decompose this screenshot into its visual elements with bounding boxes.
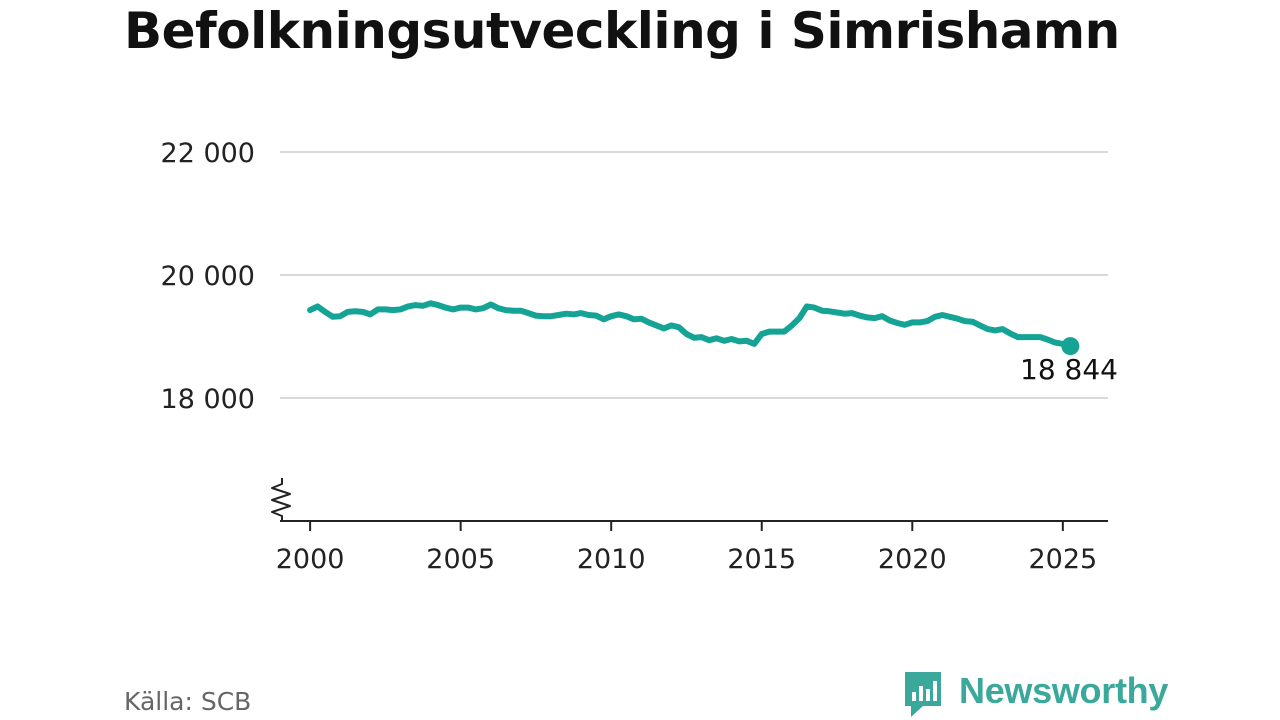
y-tick-label: 20 000 xyxy=(161,261,255,292)
source-note: Källa: SCB xyxy=(124,687,252,716)
brand-logo: Newsworthy xyxy=(903,670,1169,718)
y-tick-label: 22 000 xyxy=(161,138,255,169)
axis-break-zigzag xyxy=(271,478,291,521)
x-tick-label: 2025 xyxy=(1028,544,1097,575)
last-value-label: 18 844 xyxy=(1020,353,1118,386)
x-tick-label: 2000 xyxy=(276,544,345,575)
x-tick-label: 2020 xyxy=(878,544,947,575)
y-tick-label: 18 000 xyxy=(161,384,255,415)
series-line xyxy=(307,300,1074,350)
x-tick-label: 2015 xyxy=(727,544,796,575)
series-population: 18 844 xyxy=(307,300,1118,386)
last-point-marker xyxy=(1061,337,1080,356)
axis-break-icon xyxy=(271,478,291,521)
y-axis-tick-labels: 18 000 20 000 22 000 xyxy=(161,138,255,415)
x-axis: 2000 2005 2010 2015 2020 2025 xyxy=(276,520,1108,575)
newsworthy-logo-icon xyxy=(905,672,941,717)
x-tick-label: 2010 xyxy=(577,544,646,575)
chart-title: Befolkningsutveckling i Simrishamn xyxy=(124,2,1120,60)
x-tick-label: 2005 xyxy=(426,544,495,575)
gridlines xyxy=(280,151,1108,399)
brand-name: Newsworthy xyxy=(959,670,1169,711)
